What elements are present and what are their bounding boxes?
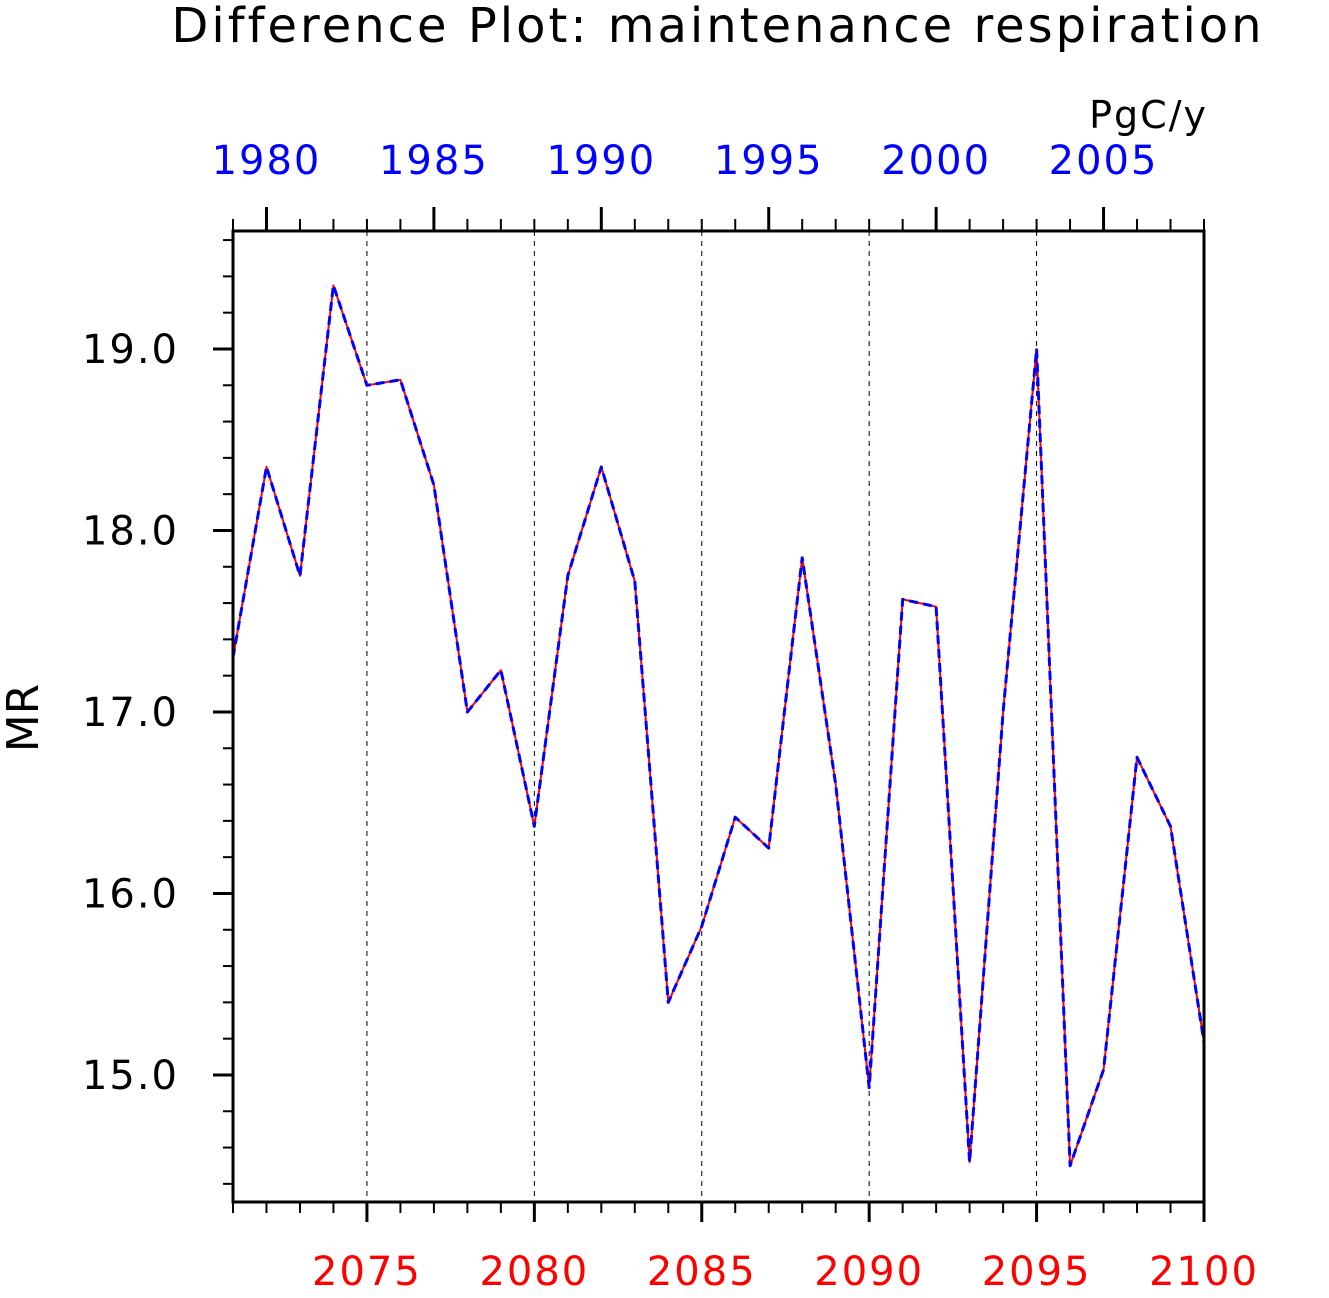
bottom-tick-label-2095: 2095 — [982, 1249, 1092, 1293]
top-tick-label-1985: 1985 — [379, 138, 489, 184]
bottom-tick-label-2090: 2090 — [814, 1249, 924, 1293]
units-label: PgC/y — [1089, 93, 1208, 137]
top-tick-label-1995: 1995 — [714, 138, 824, 184]
top-tick-label-1980: 1980 — [212, 138, 322, 184]
bottom-tick-label-2075: 2075 — [312, 1249, 422, 1293]
bottom-tick-label-2080: 2080 — [479, 1249, 589, 1293]
chart-title: Difference Plot: maintenance respiration — [171, 0, 1264, 54]
y-tick-label-19.0: 19.0 — [82, 327, 179, 373]
bottom-tick-label-2100: 2100 — [1149, 1249, 1259, 1293]
top-tick-label-2005: 2005 — [1049, 138, 1159, 184]
top-tick-label-2000: 2000 — [881, 138, 991, 184]
y-tick-label-18.0: 18.0 — [82, 508, 179, 554]
bottom-tick-label-2085: 2085 — [647, 1249, 757, 1293]
y-tick-label-17.0: 17.0 — [82, 690, 179, 736]
y-axis-label: MR — [0, 684, 49, 753]
plot-frame — [231, 229, 1206, 1204]
gridlines — [366, 231, 1038, 1202]
tick-labels: 2075 2080 2085 2090 2095 2100 1980 1985 1990 1995… — [82, 138, 1259, 1295]
y-tick-label-15.0: 15.0 — [82, 1053, 179, 1099]
top-tick-label-1990: 1990 — [546, 138, 656, 184]
series-line-blue — [231, 283, 1206, 1168]
axis-ticks — [213, 207, 1206, 1222]
y-tick-label-16.0: 16.0 — [82, 871, 179, 917]
series-lines — [231, 283, 1206, 1168]
